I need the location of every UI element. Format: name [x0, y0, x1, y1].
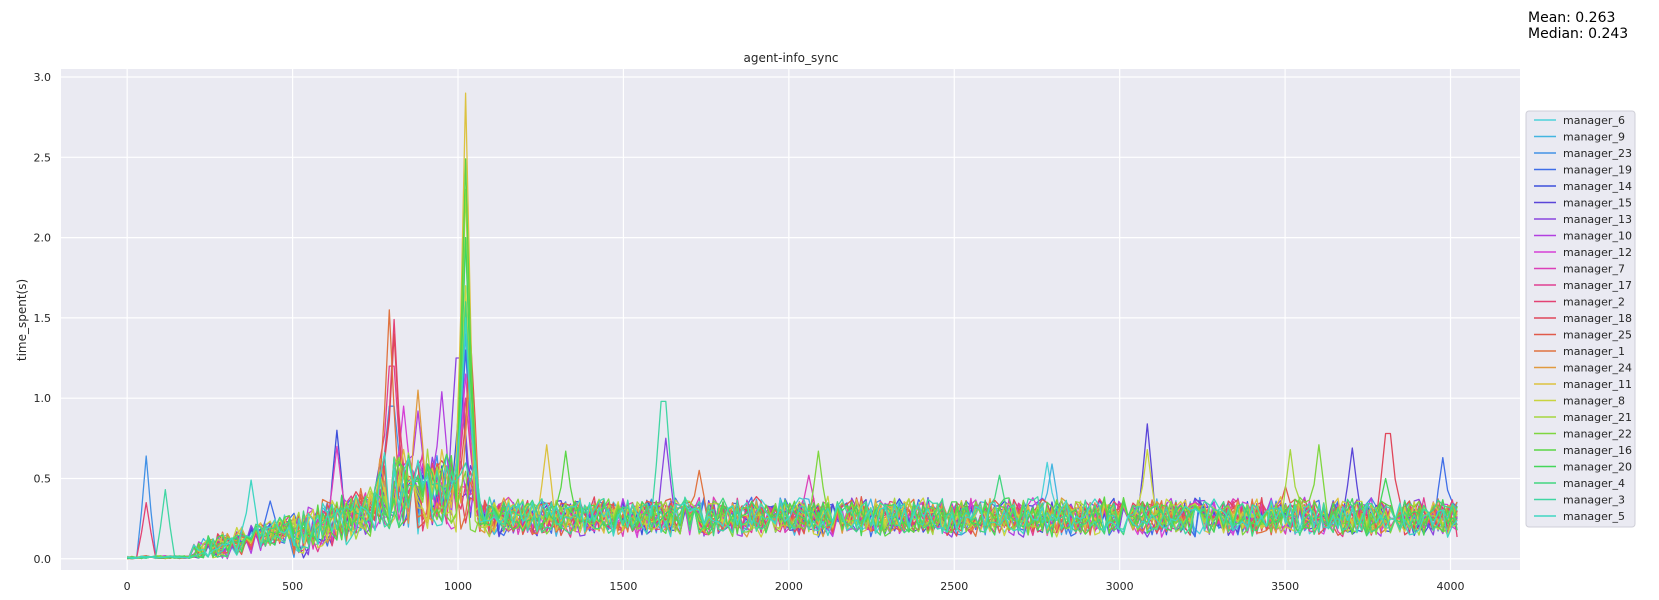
- legend-label: manager_25: [1563, 329, 1632, 342]
- legend-label: manager_18: [1563, 312, 1632, 325]
- y-tick-label: 2.0: [34, 232, 52, 245]
- legend-label: manager_3: [1563, 494, 1625, 507]
- legend-label: manager_5: [1563, 510, 1625, 523]
- y-tick-label: 2.5: [34, 151, 52, 164]
- y-tick-label: 3.0: [34, 71, 52, 84]
- x-tick-label: 2000: [775, 580, 803, 593]
- series-line-manager_3: [127, 400, 1458, 559]
- legend-label: manager_21: [1563, 411, 1632, 424]
- x-tick-label: 0: [124, 580, 131, 593]
- summary-stats: Mean: 0.263 Median: 0.243: [1528, 10, 1628, 42]
- plot-area: [61, 69, 1520, 570]
- legend-label: manager_8: [1563, 395, 1625, 408]
- x-tick-label: 3500: [1271, 580, 1299, 593]
- series-lines: [126, 92, 1458, 560]
- legend-label: manager_24: [1563, 362, 1632, 375]
- mean-text: Mean: 0.263: [1528, 10, 1616, 26]
- x-tick-label: 2500: [940, 580, 968, 593]
- legend: manager_6 manager_9 manager_23 manager_19ma…: [1525, 110, 1636, 528]
- axis-ticks: 0 500 1000 1500 2000 2500 3000 3500 4000 0.0 0.5 1.…: [34, 71, 1465, 593]
- legend-label: manager_19: [1563, 164, 1632, 177]
- chart-title: agent-info_sync: [743, 51, 838, 65]
- legend-label: manager_2: [1563, 296, 1625, 309]
- legend-label: manager_23: [1563, 147, 1632, 160]
- legend-label: manager_13: [1563, 213, 1632, 226]
- x-tick-label: 1500: [609, 580, 637, 593]
- legend-label: manager_12: [1563, 246, 1632, 259]
- y-tick-label: 0.0: [34, 553, 52, 566]
- legend-label: manager_17: [1563, 279, 1632, 292]
- y-tick-label: 0.5: [34, 472, 52, 485]
- legend-label: manager_10: [1563, 230, 1632, 243]
- legend-box: [1525, 110, 1636, 528]
- legend-label: manager_20: [1563, 461, 1632, 474]
- legend-label: manager_1: [1563, 345, 1625, 358]
- legend-label: manager_14: [1563, 180, 1632, 193]
- median-text: Median: 0.243: [1528, 26, 1629, 42]
- y-tick-label: 1.0: [34, 392, 52, 405]
- y-axis-title: time_spent(s): [15, 279, 29, 361]
- legend-label: manager_16: [1563, 444, 1632, 457]
- x-tick-label: 3000: [1106, 580, 1134, 593]
- legend-label: manager_4: [1563, 477, 1625, 490]
- legend-label: manager_11: [1563, 378, 1632, 391]
- y-tick-label: 1.5: [34, 312, 52, 325]
- series-line-manager_5: [127, 317, 1458, 559]
- legend-label: manager_6: [1563, 114, 1625, 127]
- legend-label: manager_7: [1563, 263, 1625, 276]
- legend-label: manager_15: [1563, 197, 1632, 210]
- legend-items: manager_6 manager_9 manager_23 manager_19ma…: [1534, 114, 1632, 523]
- x-tick-label: 4000: [1437, 580, 1465, 593]
- series-line-manager_20: [127, 236, 1458, 560]
- x-tick-label: 500: [282, 580, 303, 593]
- x-tick-label: 1000: [444, 580, 472, 593]
- legend-label: manager_22: [1563, 428, 1632, 441]
- legend-label: manager_9: [1563, 131, 1625, 144]
